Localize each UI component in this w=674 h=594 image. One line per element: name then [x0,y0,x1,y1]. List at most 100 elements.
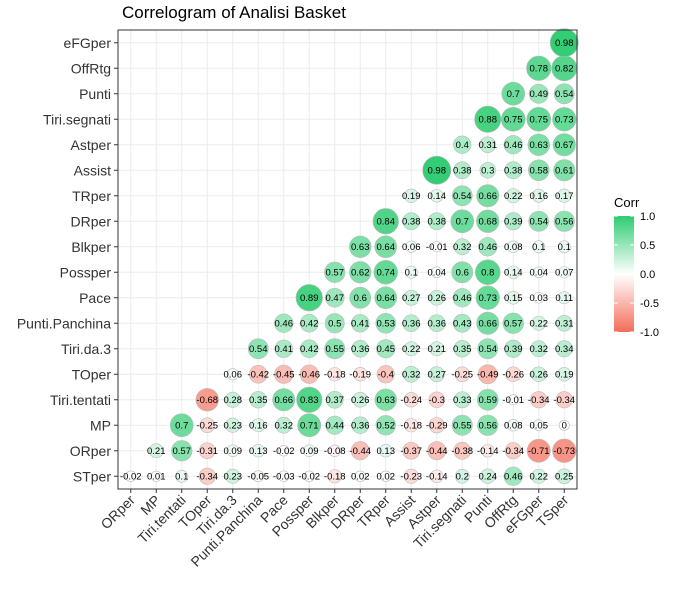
corr-circle [353,367,368,382]
corr-value-label: 0.56 [479,421,498,432]
corr-value-label: 0.54 [249,344,268,355]
corr-circle [557,367,572,382]
corr-circle [428,366,445,383]
corr-value-label: -0.71 [528,446,550,457]
corr-value-label: -0.18 [324,370,346,381]
y-tick-label: OffRtg [71,60,111,76]
y-tick-label: Blkper [71,239,111,255]
corr-value-label: 0.23 [224,472,243,483]
corr-value-label: 0.4 [456,140,469,151]
corr-circle [480,468,496,484]
corr-circle [430,189,444,203]
corr-value-label: 0.56 [555,217,574,228]
corr-value-label: 0.6 [456,268,469,279]
corr-value-label: -0.49 [477,370,499,381]
corr-value-label: 0.59 [479,395,498,406]
corr-circle [557,291,571,305]
corr-circle [507,394,519,406]
legend-tick-label: 0.5 [640,240,655,252]
corr-value-label: -0.19 [349,370,371,381]
corr-circle [225,417,241,433]
corr-value-label: 0.27 [428,370,447,381]
corr-circle [502,312,524,334]
corr-value-label: 0.22 [504,191,523,202]
corr-circle [403,289,420,306]
corr-circle [148,443,164,459]
corr-circle [374,286,398,310]
corr-value-label: -0.02 [120,472,142,483]
corr-circle [349,261,372,284]
corr-value-label: 0.1 [532,242,545,253]
corr-value-label: 0.1 [405,268,418,279]
corr-circle [533,292,545,304]
corr-value-label: 0.35 [453,344,472,355]
y-tick-label: Tiri.da.3 [61,341,111,357]
corr-circle [428,314,446,332]
corr-value-label: 0.41 [275,344,294,355]
corr-value-label: 0.04 [428,268,447,279]
corr-value-label: -0.31 [196,446,218,457]
corr-value-label: 0.26 [530,370,549,381]
corr-value-label: 0.41 [351,319,370,330]
corr-value-label: 0 [562,421,567,432]
y-tick-label: Punti.Panchina [17,315,111,331]
corr-circle [274,339,293,358]
corr-value-label: 0.55 [326,344,345,355]
corr-value-label: -0.23 [400,472,422,483]
corr-value-label: 0.33 [453,395,472,406]
corr-circle [402,212,421,231]
corr-circle [556,468,572,484]
corr-circle [558,419,570,431]
corr-value-label: 0.54 [530,217,549,228]
corr-circle [169,413,194,438]
corr-circle [428,391,445,408]
corr-circle [375,415,396,436]
corr-value-label: 0.09 [224,446,243,457]
corr-value-label: 0.5 [328,319,341,330]
corr-circle [328,444,341,457]
y-tick-label: TRper [72,188,111,204]
corr-circle [225,468,241,484]
x-tick-label: ORper [97,492,138,533]
corr-value-label: 0.1 [175,472,188,483]
corr-circle [296,386,323,413]
corr-value-label: 0.36 [351,421,370,432]
corr-circle [226,444,239,457]
corr-value-label: 0.83 [300,395,319,406]
corr-circle [552,438,577,463]
corr-value-label: 0.38 [504,166,523,177]
corr-value-label: 0.32 [275,421,294,432]
corr-value-label: 0.36 [428,319,447,330]
corr-circle [325,390,344,409]
corr-circle [530,366,547,383]
y-tick-label: Tiri.segnati [43,111,111,127]
y-tick-label: STper [73,468,111,484]
corr-value-label: 0.13 [377,446,396,457]
corr-value-label: 0.46 [504,472,523,483]
corr-value-label: 0.16 [530,191,549,202]
corr-value-label: -0.24 [400,395,422,406]
corr-value-label: 0.63 [530,140,549,151]
corr-circle [505,188,521,204]
corr-circle [150,470,162,482]
corr-circle [507,419,520,432]
corr-value-label: 0.32 [530,344,549,355]
corr-value-label: 0.75 [530,115,549,126]
corr-value-label: 0.19 [555,370,574,381]
y-tick-label: MP [90,417,111,433]
corr-circle [404,418,419,433]
corr-circle [532,266,545,279]
corr-value-label: 0.64 [377,242,396,253]
corr-circle [198,467,216,485]
corr-value-label: 0.49 [530,89,549,100]
corr-value-label: 0.8 [481,268,494,279]
corr-value-label: 0.71 [300,421,319,432]
y-tick-label: Pace [79,290,111,306]
corr-circle [453,135,472,154]
corr-value-label: 0.66 [275,395,294,406]
corr-circle [375,312,397,334]
corr-circle [453,238,471,256]
legend: Corr 1.0 0.5 0.0 -0.5 -1.0 [614,195,659,339]
corr-circle [500,106,526,132]
corr-circle [427,212,446,231]
